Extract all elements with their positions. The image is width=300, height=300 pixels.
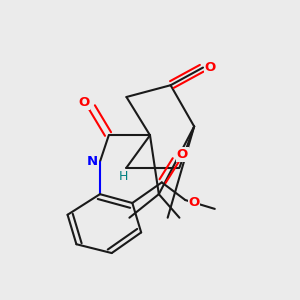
Text: O: O [205, 61, 216, 74]
Text: N: N [87, 155, 98, 168]
Text: H: H [119, 170, 128, 183]
Text: O: O [78, 96, 89, 110]
Text: O: O [188, 196, 200, 209]
Text: O: O [177, 148, 188, 161]
